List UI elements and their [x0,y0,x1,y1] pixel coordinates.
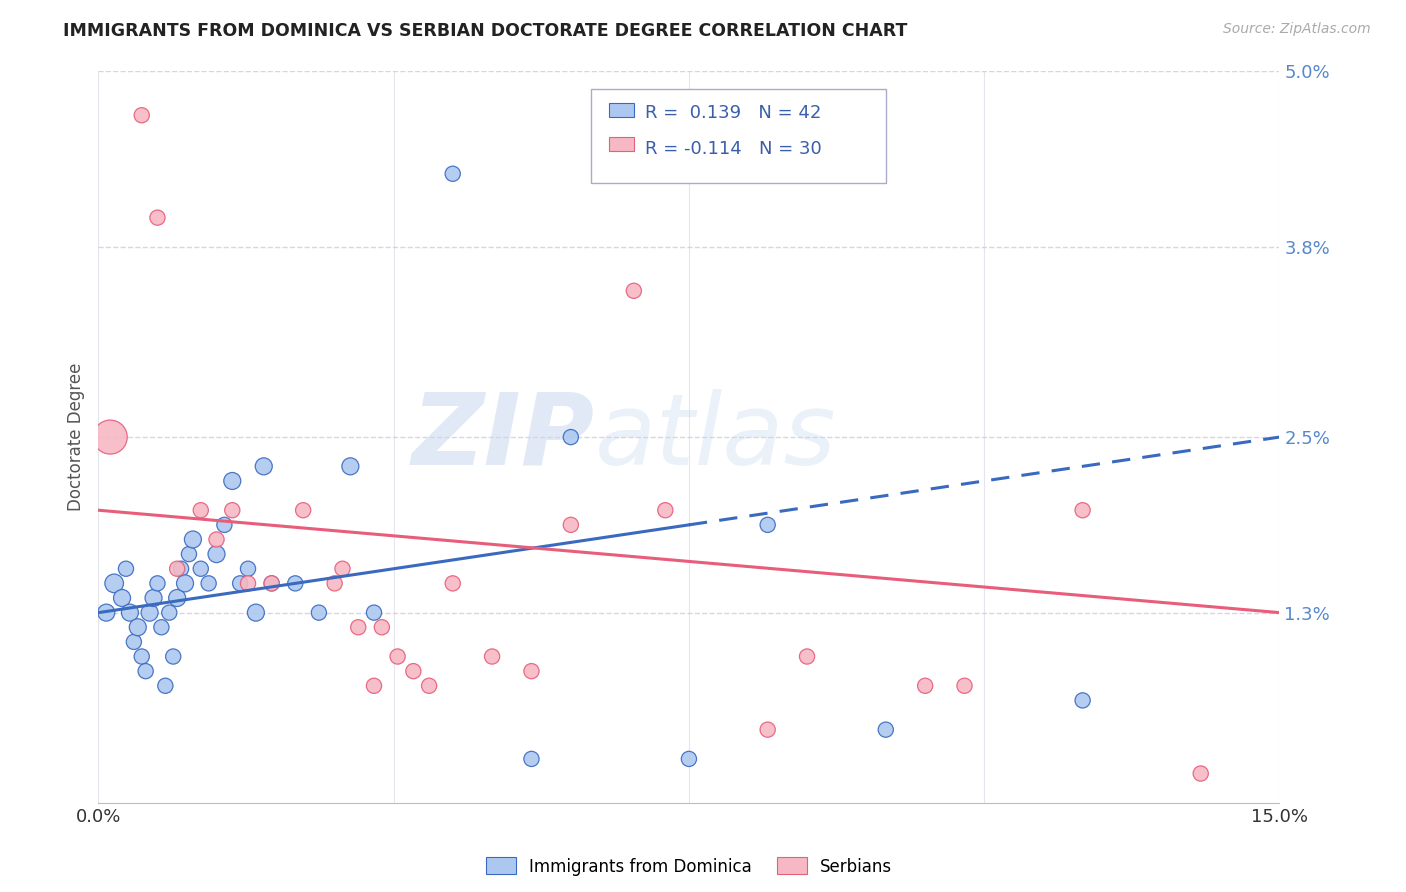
Text: R =  0.139   N = 42: R = 0.139 N = 42 [645,104,821,122]
Point [260,576,283,591]
Point [481,649,503,664]
Point [1189,766,1212,780]
Point [236,576,259,591]
Y-axis label: Doctorate Degree: Doctorate Degree [66,363,84,511]
Point [654,503,676,517]
Point [1071,693,1094,707]
Point [166,562,188,576]
Point [260,576,283,591]
Point [914,679,936,693]
Point [245,606,267,620]
Point [371,620,394,634]
Point [229,576,252,591]
Point [150,620,173,634]
Point [560,430,582,444]
Point [221,474,243,488]
Point [96,606,118,620]
Point [166,591,188,605]
Point [623,284,645,298]
Point [402,664,425,678]
Point [98,430,121,444]
Point [131,649,153,664]
Point [197,576,219,591]
Point [170,562,193,576]
Point [177,547,200,561]
Point [157,606,180,620]
Point [135,664,157,678]
Point [560,517,582,532]
Text: IMMIGRANTS FROM DOMINICA VS SERBIAN DOCTORATE DEGREE CORRELATION CHART: IMMIGRANTS FROM DOMINICA VS SERBIAN DOCT… [63,22,908,40]
Point [253,459,276,474]
Point [214,517,236,532]
Point [103,576,125,591]
Point [190,503,212,517]
Point [387,649,409,664]
Point [520,664,543,678]
Point [756,517,779,532]
Point [363,679,385,693]
Text: atlas: atlas [595,389,837,485]
Point [418,679,440,693]
Point [162,649,184,664]
Point [155,679,177,693]
Point [441,576,464,591]
Legend: Immigrants from Dominica, Serbians: Immigrants from Dominica, Serbians [479,851,898,882]
Point [756,723,779,737]
Point [796,649,818,664]
Point [131,108,153,122]
Point [236,562,259,576]
Point [111,591,134,605]
Point [363,606,385,620]
Point [146,576,169,591]
Point [323,576,346,591]
Point [138,606,160,620]
Point [181,533,204,547]
Point [142,591,165,605]
Point [339,459,361,474]
Text: ZIP: ZIP [412,389,595,485]
Point [205,547,228,561]
Point [127,620,149,634]
Point [678,752,700,766]
Text: R = -0.114   N = 30: R = -0.114 N = 30 [645,140,823,158]
Point [146,211,169,225]
Point [115,562,138,576]
Point [292,503,315,517]
Point [953,679,976,693]
Point [332,562,354,576]
Point [190,562,212,576]
Point [122,635,145,649]
Point [221,503,243,517]
Point [205,533,228,547]
Point [875,723,897,737]
Text: Source: ZipAtlas.com: Source: ZipAtlas.com [1223,22,1371,37]
Point [441,167,464,181]
Point [347,620,370,634]
Point [308,606,330,620]
Point [174,576,197,591]
Point [284,576,307,591]
Point [1071,503,1094,517]
Point [118,606,141,620]
Point [520,752,543,766]
